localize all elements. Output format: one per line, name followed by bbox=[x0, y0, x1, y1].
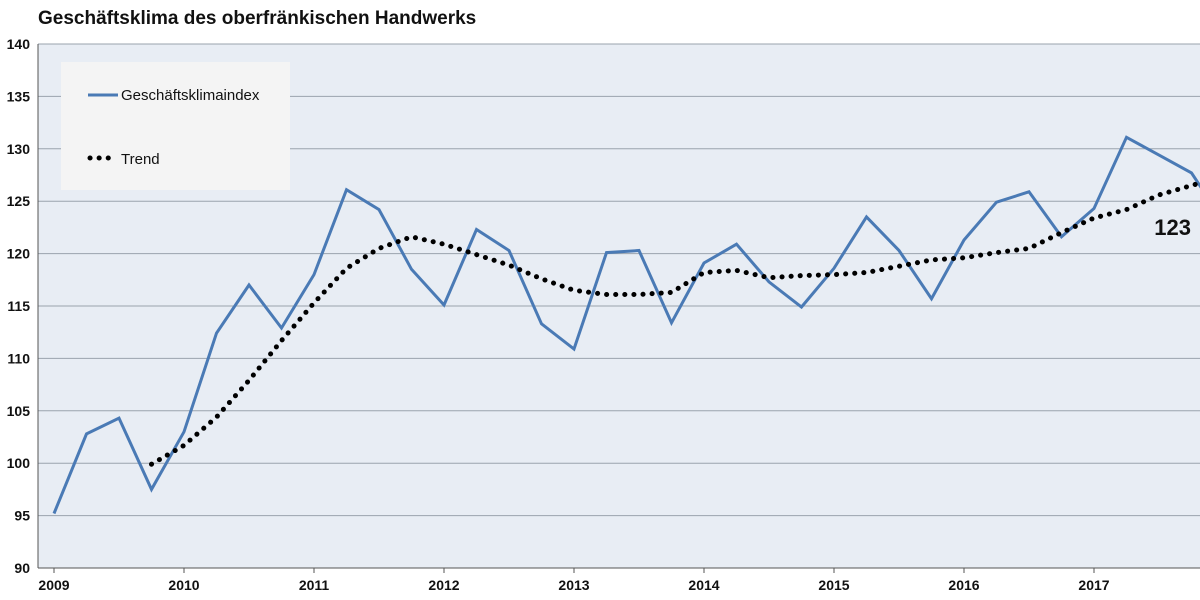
chart-title: Geschäftsklima des oberfränkischen Handw… bbox=[38, 8, 477, 29]
x-tick-label: 2011 bbox=[299, 577, 330, 593]
y-tick-label: 95 bbox=[14, 508, 30, 524]
y-tick-label: 110 bbox=[7, 350, 30, 366]
legend-label-index: Geschäftsklimaindex bbox=[121, 87, 260, 104]
y-tick-label: 100 bbox=[7, 455, 31, 471]
annotation-last-value: 123 bbox=[1154, 215, 1191, 240]
series-line-trend bbox=[149, 180, 1200, 467]
y-tick-label: 135 bbox=[7, 88, 31, 104]
x-tick-label: 2013 bbox=[558, 577, 589, 593]
y-tick-label: 125 bbox=[7, 193, 31, 209]
x-tick-label: 2017 bbox=[1078, 577, 1109, 593]
x-tick-label: 2016 bbox=[948, 577, 979, 593]
y-tick-label: 90 bbox=[14, 560, 30, 576]
x-tick-label: 2015 bbox=[818, 577, 849, 593]
y-tick-label: 105 bbox=[7, 403, 31, 419]
x-tick-label: 2009 bbox=[38, 577, 69, 593]
y-tick-label: 120 bbox=[7, 246, 31, 262]
legend-box bbox=[61, 62, 290, 190]
x-tick-label: 2010 bbox=[168, 577, 199, 593]
y-tick-label: 140 bbox=[7, 36, 31, 52]
legend-label-trend: Trend bbox=[121, 151, 160, 168]
series-line-index bbox=[52, 135, 1200, 515]
y-tick-label: 130 bbox=[7, 141, 31, 157]
x-tick-label: 2012 bbox=[428, 577, 459, 593]
x-tick-label: 2014 bbox=[688, 577, 719, 593]
y-tick-label: 115 bbox=[7, 298, 30, 314]
